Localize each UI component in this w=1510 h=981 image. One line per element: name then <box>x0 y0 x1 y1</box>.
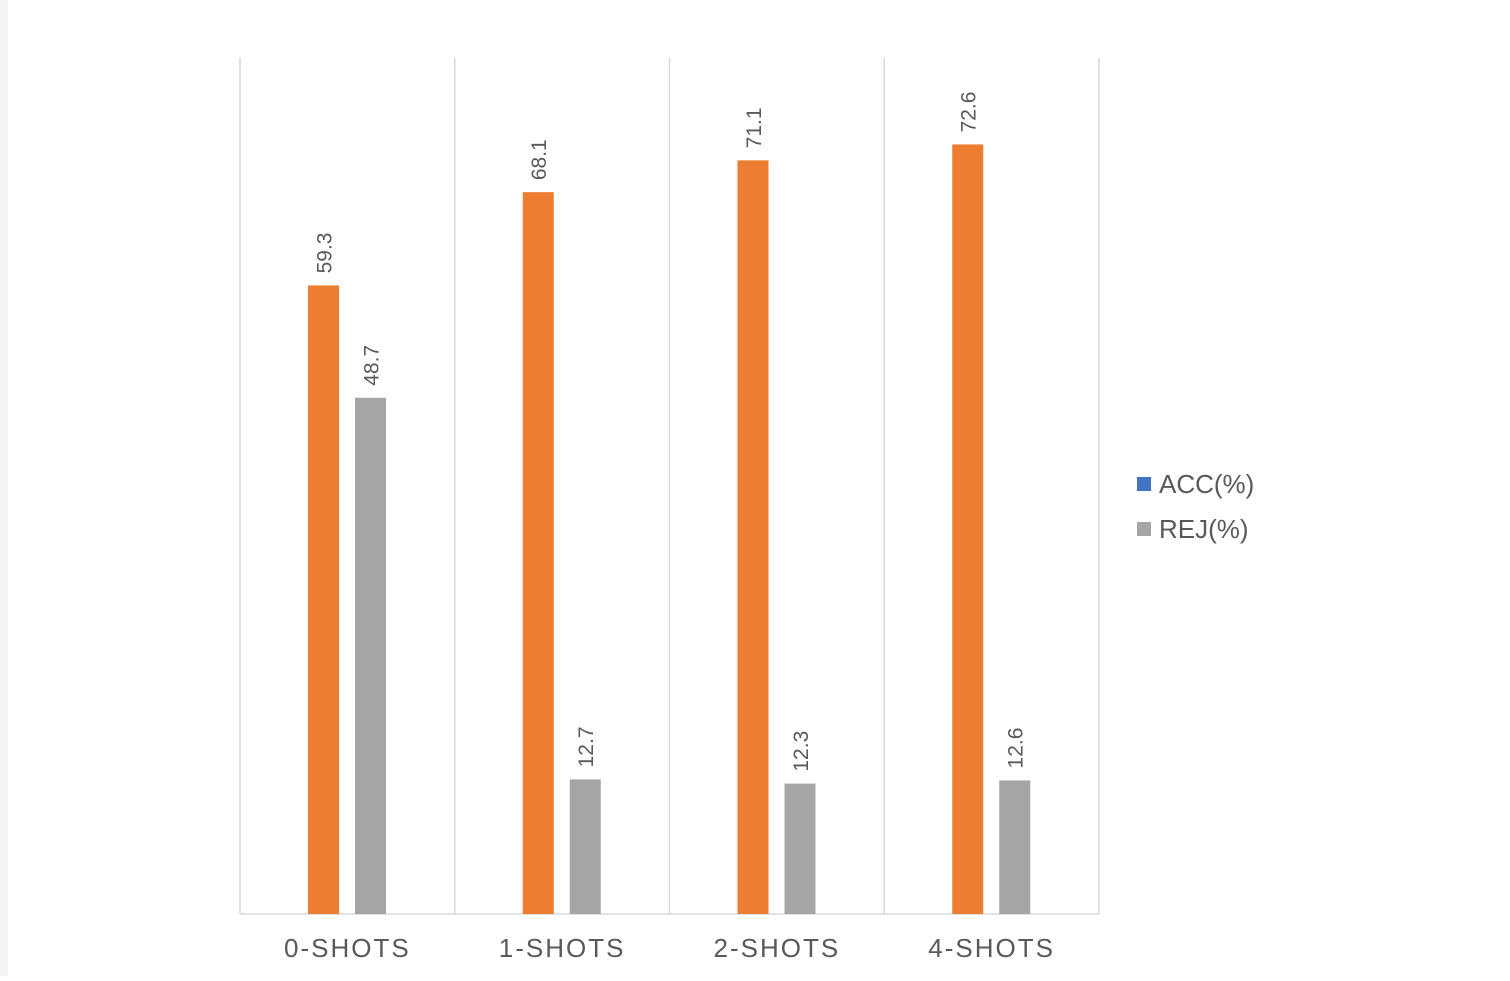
data-label: 12.7 <box>575 727 598 768</box>
data-label: 12.6 <box>1005 728 1028 769</box>
x-tick-label: 0-SHOTS <box>284 933 411 963</box>
bar <box>737 160 769 915</box>
bar <box>952 144 984 914</box>
bar <box>999 780 1031 914</box>
data-label: 68.1 <box>528 139 551 180</box>
legend-swatch <box>1137 477 1151 491</box>
data-label: 72.6 <box>958 92 981 133</box>
bar <box>522 192 554 914</box>
data-label: 71.1 <box>743 107 766 148</box>
legend-swatch <box>1137 522 1151 536</box>
data-label: 59.3 <box>314 233 337 274</box>
x-tick-label: 4-SHOTS <box>928 933 1055 963</box>
data-label: 12.3 <box>790 731 813 772</box>
bar <box>569 779 601 914</box>
left-shade <box>0 0 8 976</box>
x-tick-label: 2-SHOTS <box>714 933 841 963</box>
bar <box>784 783 816 914</box>
bar <box>308 285 339 914</box>
legend-label: REJ(%) <box>1159 514 1249 544</box>
legend-label: ACC(%) <box>1159 469 1254 499</box>
legend: ACC(%) REJ(%) <box>1137 469 1254 544</box>
bar <box>355 397 386 914</box>
x-tick-label: 1-SHOTS <box>499 933 626 963</box>
data-label: 48.7 <box>361 345 384 386</box>
